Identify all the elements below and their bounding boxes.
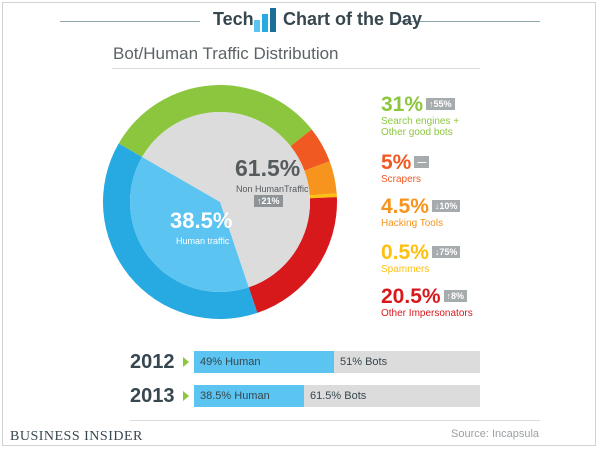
legend-change-badge: ↓10% (431, 200, 461, 212)
bar-2013-bots-label: 61.5% Bots (310, 390, 367, 402)
bar-2012-human-label: 49% Human (200, 356, 261, 368)
legend-label: Scrapers (381, 174, 422, 185)
center-change-badge: ↑21% (254, 195, 283, 207)
legend-value: 4.5% (381, 195, 429, 218)
header-tech: Tech (213, 9, 254, 29)
chart-frame (2, 2, 596, 446)
inner-slice-non-human (142, 112, 310, 288)
inner-slice-human (129, 157, 249, 293)
legend-change-badge: ↓75% (431, 246, 461, 258)
bar-2012-bots-label: 51% Bots (340, 356, 388, 368)
bar-2013-human-label: 38.5% Human (200, 390, 270, 402)
title-rule (112, 68, 480, 69)
legend-value: 5% (381, 151, 412, 174)
center-pct: 61.5% (235, 155, 301, 181)
legend-label-line1: Search engines + (381, 116, 460, 127)
donut-slice-good_bots (118, 84, 312, 157)
donut-slice-impersonators (248, 197, 337, 313)
legend-scrapers: 5% — Scrapers (381, 151, 430, 185)
year-2012: 2012 (130, 351, 175, 373)
legend-label: Hacking Tools (381, 218, 444, 229)
footer-rule (130, 420, 540, 421)
legend-change-badge: — (414, 156, 430, 168)
arrow-2012-icon (183, 357, 189, 367)
human-label: Human traffic (176, 236, 230, 246)
human-pct: 38.5% (170, 208, 233, 233)
arrow-2013-icon (183, 391, 189, 401)
legend-value: 20.5% (381, 285, 441, 308)
bar-2013: 38.5% Human 61.5% Bots (194, 385, 480, 407)
bar-2012-human-fill (194, 351, 334, 373)
header-rule-right (398, 21, 540, 22)
legend-good-bots: 31% ↑55% Search engines + Other good bots (381, 93, 460, 139)
legend-value: 0.5% (381, 241, 429, 264)
donut-slice-human (102, 143, 258, 320)
donut-slice-spammers (309, 193, 337, 199)
legend-value: 31% (381, 93, 424, 116)
legend-spammers: 0.5% ↓75% Spammers (381, 241, 461, 275)
legend-impersonators: 20.5% ↑8% Other Impersonators (381, 285, 473, 320)
header-rule-left (60, 21, 200, 22)
legend-change-badge: ↑55% (426, 98, 455, 110)
legend-change-badge: ↑8% (443, 290, 468, 302)
header-chart-of-the-day: Chart of the Day (283, 9, 423, 29)
legend-label: Spammers (381, 264, 430, 275)
year-2013: 2013 (130, 385, 175, 407)
chart-logo-icon (254, 8, 276, 32)
source-note: Source: Incapsula (451, 428, 540, 440)
bar-2012: 49% Human 51% Bots (194, 351, 480, 373)
center-label: Non HumanTraffic (236, 184, 309, 194)
chart-title: Bot/Human Traffic Distribution (113, 44, 339, 63)
legend-hacking-tools: 4.5% ↓10% Hacking Tools (381, 195, 461, 229)
legend-label-line2: Other good bots (381, 127, 453, 138)
brand-logo: BUSINESS INSIDER (10, 429, 143, 444)
donut-slice-scrapers (290, 129, 330, 171)
legend-label: Other Impersonators (381, 308, 473, 319)
donut-slice-hacking (304, 161, 337, 196)
bar-2013-human-fill (194, 385, 304, 407)
